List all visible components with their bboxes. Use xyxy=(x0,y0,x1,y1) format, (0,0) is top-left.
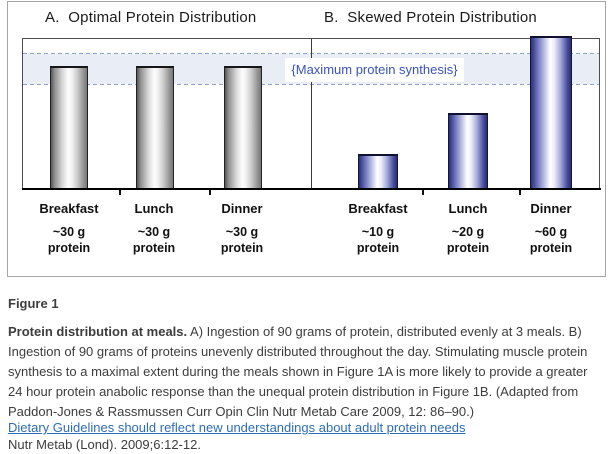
bar-a-breakfast xyxy=(50,66,88,190)
caption-body: A) Ingestion of 90 grams of protein, dis… xyxy=(8,324,588,419)
bar-a-lunch xyxy=(136,66,174,190)
bar-a-dinner xyxy=(224,66,262,190)
meal-name: Dinner xyxy=(221,201,263,216)
axis-tick xyxy=(519,190,521,195)
meal-unit: protein xyxy=(356,241,400,255)
axis-tick xyxy=(422,190,424,195)
article-title-link[interactable]: Dietary Guidelines should reflect new un… xyxy=(8,420,466,435)
meal-unit: protein xyxy=(220,241,264,255)
meal-label-a-lunch: Lunch ~30 g protein xyxy=(99,201,209,256)
meal-name: Lunch xyxy=(134,201,174,216)
meal-label-a-breakfast: Breakfast ~30 g protein xyxy=(14,201,124,256)
panel-b-title: B. Skewed Protein Distribution xyxy=(324,9,537,26)
axis-tick xyxy=(119,190,121,195)
meal-name: Dinner xyxy=(530,201,572,216)
meal-label-b-lunch: Lunch ~20 g protein xyxy=(413,201,523,256)
bar-b-breakfast xyxy=(358,154,398,190)
meal-amount: ~30 g xyxy=(225,225,259,239)
meal-label-a-dinner: Dinner ~30 g protein xyxy=(187,201,297,256)
axis-tick xyxy=(209,190,211,195)
meal-amount: ~60 g xyxy=(534,225,568,239)
meal-unit: protein xyxy=(132,241,176,255)
panel-a-title: A. Optimal Protein Distribution xyxy=(45,9,257,26)
meal-amount: ~10 g xyxy=(361,225,395,239)
journal-citation: Nutr Metab (Lond). 2009;6:12-12. xyxy=(8,437,201,452)
meal-amount: ~20 g xyxy=(451,225,485,239)
bar-b-lunch xyxy=(448,113,488,190)
meal-name: Breakfast xyxy=(39,201,99,216)
meal-name: Lunch xyxy=(448,201,488,216)
panel-divider-line xyxy=(311,39,312,190)
meal-unit: protein xyxy=(446,241,490,255)
meal-label-b-dinner: Dinner ~60 g protein xyxy=(496,201,606,256)
meal-label-b-breakfast: Breakfast ~10 g protein xyxy=(323,201,433,256)
meal-unit: protein xyxy=(529,241,573,255)
meal-amount: ~30 g xyxy=(137,225,171,239)
figure-caption-text: Protein distribution at meals. A) Ingest… xyxy=(8,322,604,422)
meal-unit: protein xyxy=(47,241,91,255)
bar-chart-plot-area: {Maximum protein synthesis} xyxy=(22,36,600,190)
figure-1-image: A. Optimal Protein Distribution B. Skewe… xyxy=(7,1,606,277)
caption-lead: Protein distribution at meals. xyxy=(8,324,188,339)
meal-amount: ~30 g xyxy=(52,225,86,239)
x-axis-baseline xyxy=(22,188,601,190)
meal-name: Breakfast xyxy=(348,201,408,216)
figure-caption-label: Figure 1 xyxy=(8,296,59,311)
max-synthesis-label: {Maximum protein synthesis} xyxy=(285,58,464,82)
bar-b-dinner xyxy=(530,36,572,190)
